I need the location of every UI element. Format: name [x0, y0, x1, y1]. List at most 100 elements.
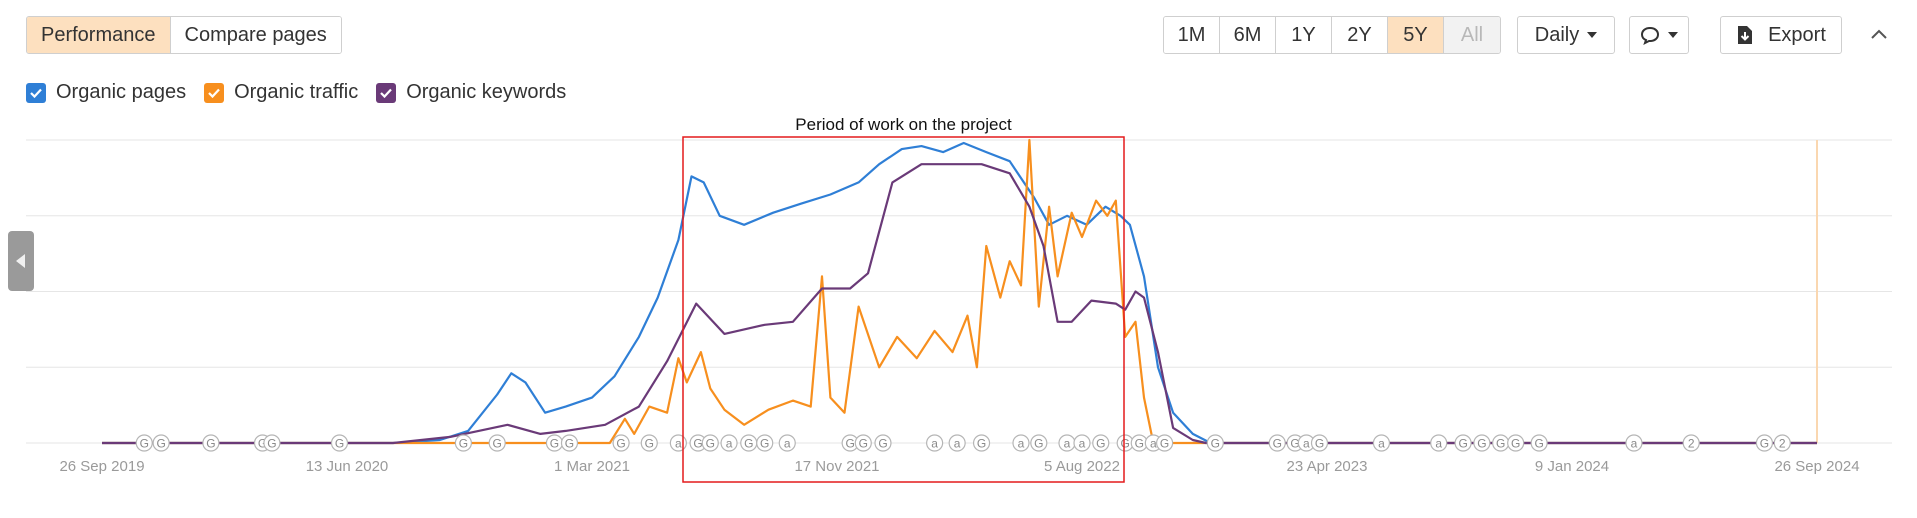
event-marker[interactable]: G	[874, 434, 892, 452]
event-marker-label: G	[616, 437, 625, 451]
event-marker[interactable]: G	[488, 434, 506, 452]
event-marker[interactable]: a	[1430, 434, 1448, 452]
event-marker[interactable]: G	[1454, 434, 1472, 452]
event-marker[interactable]: G	[1156, 434, 1174, 452]
range-button-1y[interactable]: 1Y	[1276, 17, 1332, 53]
range-button-5y[interactable]: 5Y	[1388, 17, 1444, 53]
event-marker-label: G	[1135, 437, 1144, 451]
event-marker-label: G	[1496, 437, 1505, 451]
event-marker[interactable]: G	[1473, 434, 1491, 452]
legend-label: Organic traffic	[234, 81, 359, 103]
event-marker[interactable]: G	[1530, 434, 1548, 452]
side-panel-toggle[interactable]	[8, 231, 34, 291]
event-marker[interactable]: G	[135, 434, 153, 452]
event-marker-label: G	[1477, 437, 1486, 451]
legend-item-organic-keywords[interactable]: Organic keywords	[376, 81, 566, 104]
series-line-organic-pages	[102, 141, 1817, 445]
event-marker[interactable]: G	[756, 434, 774, 452]
event-marker[interactable]: G	[740, 434, 758, 452]
event-marker[interactable]: G	[454, 434, 472, 452]
event-marker-label: G	[565, 437, 574, 451]
collapse-button[interactable]	[1866, 22, 1892, 48]
event-marker[interactable]: a	[948, 434, 966, 452]
x-tick-label: 13 Jun 2020	[306, 458, 389, 475]
event-marker[interactable]: G	[972, 434, 991, 452]
event-marker-label: G	[258, 437, 267, 451]
event-marker-label: G	[1458, 437, 1467, 451]
event-marker-label: a	[1079, 437, 1086, 451]
event-marker[interactable]: G	[1030, 434, 1048, 452]
event-marker[interactable]: G	[612, 434, 630, 452]
event-marker-label: G	[977, 437, 986, 451]
event-marker-label: a	[675, 437, 682, 451]
event-marker[interactable]: a	[720, 434, 738, 452]
range-button-2y[interactable]: 2Y	[1332, 17, 1388, 53]
event-marker[interactable]: G	[640, 434, 658, 452]
event-marker[interactable]: G	[1206, 434, 1224, 452]
range-button-1m[interactable]: 1M	[1164, 17, 1220, 53]
event-marker-label: G	[1160, 437, 1169, 451]
x-tick-label: 9 Jan 2024	[1535, 458, 1609, 475]
event-marker-label: G	[1211, 437, 1220, 451]
range-button-6m[interactable]: 6M	[1220, 17, 1276, 53]
event-marker-label: G	[878, 437, 887, 451]
event-marker[interactable]: 2	[1773, 434, 1791, 452]
event-marker[interactable]: a	[1073, 434, 1091, 452]
event-marker-label: G	[706, 437, 715, 451]
event-marker-label: G	[1760, 437, 1769, 451]
event-marker-label: a	[954, 437, 961, 451]
x-tick-label: 1 Mar 2021	[554, 458, 630, 475]
project-period-box	[682, 136, 1125, 483]
event-marker-label: G	[156, 437, 165, 451]
tab-performance[interactable]: Performance	[27, 17, 171, 53]
event-marker[interactable]: G	[1507, 434, 1525, 452]
event-marker-label: G	[267, 437, 276, 451]
legend-item-organic-traffic[interactable]: Organic traffic	[204, 81, 358, 104]
event-marker[interactable]: G	[330, 434, 349, 452]
interval-dropdown[interactable]: Daily	[1517, 16, 1615, 54]
event-marker-label: a	[1150, 437, 1157, 451]
series-line-organic-keywords	[102, 163, 1817, 445]
x-tick-label: 23 Apr 2023	[1287, 458, 1368, 475]
event-marker[interactable]: G	[545, 434, 564, 452]
event-marker-label: G	[550, 437, 559, 451]
event-marker[interactable]: G	[854, 434, 872, 452]
event-marker[interactable]: G	[1092, 434, 1110, 452]
event-marker-label: a	[784, 437, 791, 451]
event-marker-label: a	[1303, 437, 1310, 451]
event-marker[interactable]: a	[1058, 434, 1076, 452]
event-marker[interactable]: G	[1268, 434, 1286, 452]
event-marker-label: G	[1290, 437, 1299, 451]
checkbox-icon[interactable]	[376, 82, 397, 103]
event-marker[interactable]: G	[1755, 434, 1774, 452]
tab-compare-pages[interactable]: Compare pages	[170, 17, 341, 53]
event-marker[interactable]: a	[1372, 434, 1391, 452]
annotations-dropdown[interactable]	[1629, 16, 1689, 54]
legend-item-organic-pages[interactable]: Organic pages	[26, 81, 186, 104]
event-marker[interactable]: G	[263, 434, 281, 452]
event-marker[interactable]: a	[778, 434, 796, 452]
event-marker-label: G	[1511, 437, 1520, 451]
event-marker[interactable]: 2	[1682, 434, 1700, 452]
event-marker[interactable]: G	[202, 434, 220, 452]
event-marker-label: G	[140, 437, 149, 451]
checkbox-icon[interactable]	[204, 82, 225, 103]
project-period-label: Period of work on the project	[795, 115, 1012, 134]
event-marker[interactable]: a	[1012, 434, 1030, 452]
event-marker-label: G	[645, 437, 654, 451]
checkbox-icon[interactable]	[26, 82, 46, 103]
export-button[interactable]: Export	[1720, 16, 1842, 54]
event-marker[interactable]: G	[1310, 434, 1329, 452]
event-marker[interactable]: a	[1625, 434, 1643, 452]
x-tick-label: 26 Sep 2024	[1774, 458, 1859, 475]
event-marker[interactable]: G	[689, 434, 707, 452]
event-marker[interactable]: G	[1492, 434, 1510, 452]
interval-label: Daily	[1534, 23, 1580, 46]
event-marker[interactable]: G	[152, 434, 170, 452]
event-marker[interactable]: a	[669, 434, 687, 452]
event-marker[interactable]: G	[701, 434, 719, 452]
event-marker-label: G	[859, 437, 868, 451]
event-marker[interactable]: a	[926, 434, 944, 452]
event-marker[interactable]: G	[1130, 434, 1148, 452]
event-marker[interactable]: G	[560, 434, 579, 452]
